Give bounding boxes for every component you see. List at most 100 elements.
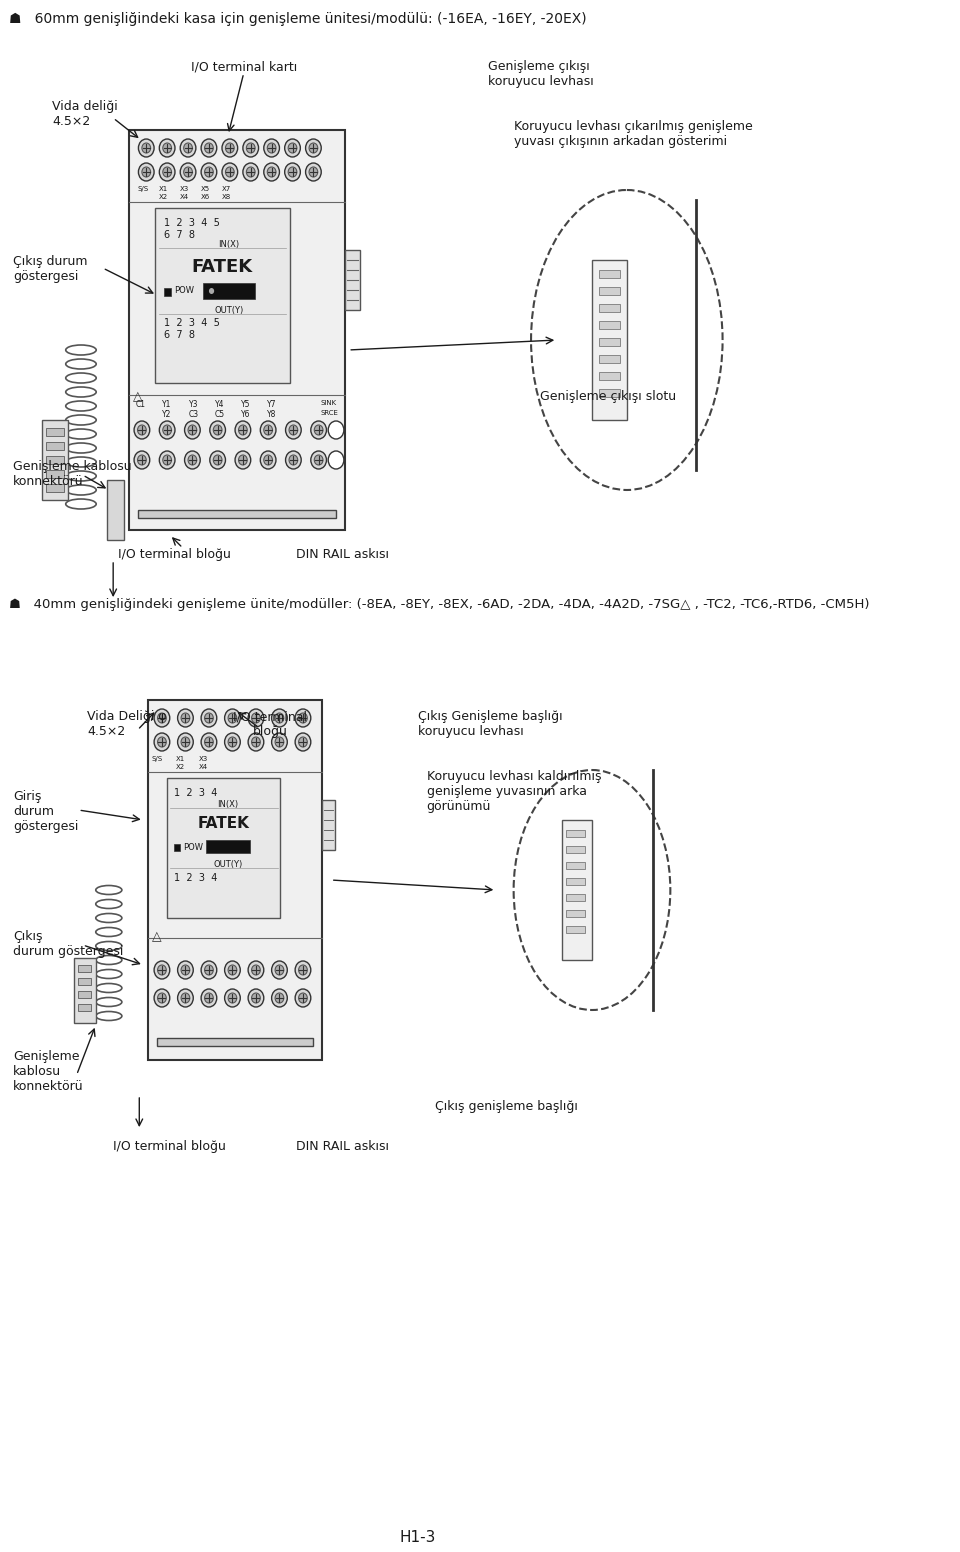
Circle shape — [299, 993, 307, 1003]
Text: X5: X5 — [201, 186, 210, 192]
Text: Çıkış Genişleme başlığı
koruyucu levhası: Çıkış Genişleme başlığı koruyucu levhası — [418, 709, 563, 739]
Bar — [565, 861, 585, 869]
Circle shape — [295, 989, 311, 1007]
Circle shape — [295, 961, 311, 979]
Circle shape — [180, 163, 196, 182]
Circle shape — [272, 961, 287, 979]
Text: SINK: SINK — [321, 400, 337, 407]
Circle shape — [264, 455, 273, 466]
Circle shape — [183, 168, 192, 177]
Text: Y5: Y5 — [241, 400, 251, 410]
Text: X2: X2 — [159, 194, 168, 200]
Circle shape — [157, 965, 166, 975]
Circle shape — [184, 421, 201, 439]
Text: ☗   40mm genişliğindeki genişleme ünite/modüller: (-8EA, -8EY, -8EX, -6AD, -2DA,: ☗ 40mm genişliğindeki genişleme ünite/mo… — [9, 598, 869, 611]
Circle shape — [137, 425, 146, 435]
Circle shape — [178, 709, 193, 726]
Text: ☗   60mm genişliğindeki kasa için genişleme ünitesi/modülü: (-16EA, -16EY, -20EX: ☗ 60mm genişliğindeki kasa için genişlem… — [9, 12, 587, 26]
Circle shape — [181, 712, 190, 723]
Circle shape — [311, 421, 326, 439]
Text: I/O terminal bloğu: I/O terminal bloğu — [118, 548, 230, 560]
Bar — [592, 261, 627, 421]
Bar — [79, 992, 91, 998]
Circle shape — [295, 709, 311, 726]
Circle shape — [157, 993, 166, 1003]
Text: Genişleme kablosu
konnektörü: Genişleme kablosu konnektörü — [13, 459, 132, 487]
Bar — [46, 470, 63, 478]
Circle shape — [272, 709, 287, 726]
Bar — [203, 282, 255, 300]
Text: DIN RAIL askısı: DIN RAIL askısı — [296, 548, 389, 560]
Circle shape — [264, 140, 279, 157]
Circle shape — [142, 143, 151, 154]
Bar — [129, 130, 345, 529]
Text: Vida Deliği φ
4.5×2: Vida Deliği φ 4.5×2 — [87, 709, 167, 739]
Circle shape — [213, 455, 222, 466]
Circle shape — [289, 425, 298, 435]
Circle shape — [204, 712, 213, 723]
Circle shape — [248, 733, 264, 751]
Text: I/O terminal bloğu: I/O terminal bloğu — [113, 1141, 227, 1153]
Text: X4: X4 — [199, 764, 208, 770]
Bar — [167, 778, 280, 917]
Text: 1  2  3  4: 1 2 3 4 — [174, 788, 218, 798]
Circle shape — [285, 421, 301, 439]
Circle shape — [272, 989, 287, 1007]
Circle shape — [138, 140, 155, 157]
Circle shape — [204, 143, 213, 154]
Circle shape — [285, 140, 300, 157]
Circle shape — [276, 993, 284, 1003]
Circle shape — [204, 168, 213, 177]
Circle shape — [222, 163, 238, 182]
Text: 6  7  8: 6 7 8 — [163, 230, 195, 241]
Bar — [599, 304, 620, 312]
Circle shape — [247, 168, 255, 177]
Text: Y4: Y4 — [215, 400, 224, 410]
Circle shape — [235, 452, 251, 469]
Circle shape — [178, 961, 193, 979]
Text: X3: X3 — [180, 186, 189, 192]
Circle shape — [288, 168, 297, 177]
Text: FATEK: FATEK — [198, 816, 250, 830]
Circle shape — [260, 421, 276, 439]
Circle shape — [138, 163, 155, 182]
Circle shape — [225, 961, 240, 979]
Circle shape — [137, 455, 146, 466]
Circle shape — [228, 712, 237, 723]
Bar — [565, 909, 585, 917]
Circle shape — [299, 712, 307, 723]
Circle shape — [184, 452, 201, 469]
Circle shape — [225, 709, 240, 726]
Circle shape — [181, 737, 190, 747]
Text: Genişleme
kablosu
konnektörü: Genişleme kablosu konnektörü — [13, 1051, 84, 1093]
Circle shape — [248, 961, 264, 979]
Text: Y2: Y2 — [162, 410, 172, 419]
Text: X8: X8 — [222, 194, 231, 200]
Circle shape — [163, 168, 172, 177]
Text: Çıkış genişleme başlığı: Çıkış genişleme başlığı — [435, 1100, 578, 1113]
Text: S/S: S/S — [151, 756, 162, 762]
Circle shape — [252, 965, 260, 975]
Circle shape — [260, 452, 276, 469]
Circle shape — [201, 163, 217, 182]
Circle shape — [201, 709, 217, 726]
Bar — [137, 511, 336, 518]
Bar — [79, 965, 91, 972]
Bar — [155, 208, 290, 383]
Text: X3: X3 — [199, 756, 208, 762]
Text: H1-3: H1-3 — [399, 1530, 436, 1544]
Circle shape — [276, 965, 284, 975]
Circle shape — [204, 737, 213, 747]
Circle shape — [210, 452, 226, 469]
Circle shape — [305, 163, 322, 182]
Bar — [345, 250, 360, 310]
Circle shape — [228, 965, 237, 975]
Circle shape — [243, 163, 258, 182]
Circle shape — [226, 143, 234, 154]
Bar — [565, 846, 585, 854]
Circle shape — [181, 965, 190, 975]
Circle shape — [201, 989, 217, 1007]
Bar — [79, 1004, 91, 1010]
Bar — [565, 927, 585, 933]
Bar — [599, 270, 620, 278]
